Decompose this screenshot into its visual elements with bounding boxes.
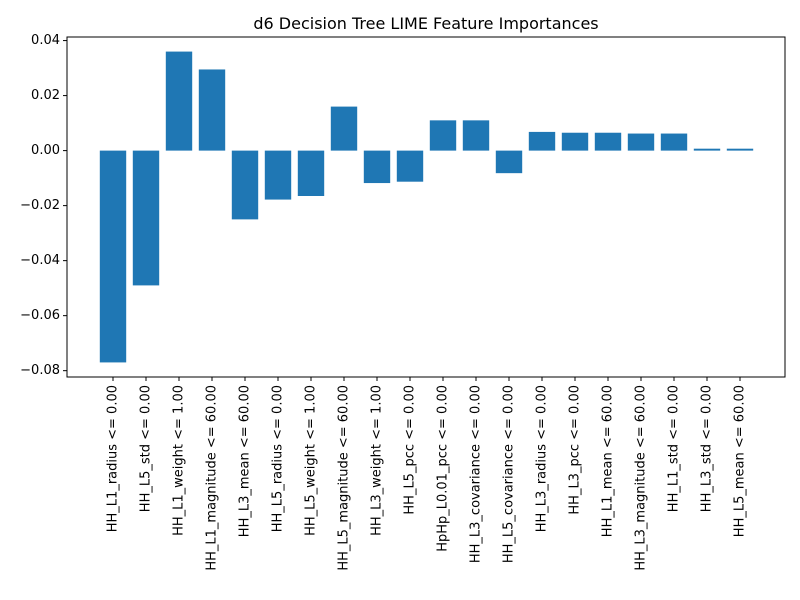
bar: [660, 133, 688, 151]
plot-frame: [66, 36, 786, 378]
bar: [396, 150, 424, 182]
x-tick-label: HH_L5_magnitude <= 60.00: [337, 385, 352, 571]
bar: [330, 106, 358, 151]
y-axis: 0.04 0.02 0.00 −0.02 −0.04 −0.06 −0.08: [20, 33, 67, 378]
x-tick-label: HH_L3_magnitude <= 60.00: [634, 385, 649, 571]
x-tick-label: HH_L1_weight <= 1.00: [172, 385, 187, 536]
x-tick-label: HH_L3_pcc <= 0.00: [568, 385, 583, 515]
x-tick-label: HH_L3_weight <= 1.00: [370, 385, 385, 536]
y-tick-label: 0.04: [31, 33, 60, 48]
x-tick-label: HH_L5_mean <= 60.00: [733, 385, 748, 537]
bar: [264, 150, 292, 200]
bar: [627, 133, 655, 151]
x-tick-label: HH_L1_radius <= 0.00: [106, 385, 121, 532]
bar: [429, 120, 457, 151]
bar: [495, 150, 523, 174]
bar: [726, 148, 754, 151]
x-tick-label: HH_L3_std <= 0.00: [700, 385, 715, 512]
x-tick-label: HpHp_L0.01_pcc <= 0.00: [436, 385, 451, 552]
bar: [198, 69, 226, 151]
x-tick-label: HH_L1_std <= 0.00: [667, 385, 682, 512]
y-tick-label: 0.02: [31, 88, 60, 103]
bar: [528, 131, 556, 151]
y-tick-label: −0.02: [20, 198, 60, 213]
bar: [132, 150, 160, 286]
chart-title: d6 Decision Tree LIME Feature Importance…: [253, 14, 598, 33]
x-tick-label: HH_L3_mean <= 60.00: [238, 385, 253, 537]
bar: [297, 150, 325, 196]
bar: [99, 150, 127, 363]
y-tick-label: −0.04: [20, 253, 60, 268]
x-tick-label: HH_L5_radius <= 0.00: [271, 385, 286, 532]
x-tick-label: HH_L5_std <= 0.00: [139, 385, 154, 512]
bar: [165, 51, 193, 151]
bar: [363, 150, 391, 184]
bar: [561, 132, 589, 151]
x-tick-label: HH_L5_pcc <= 0.00: [403, 385, 418, 515]
x-tick-label: HH_L1_mean <= 60.00: [601, 385, 616, 537]
bar: [231, 150, 259, 220]
y-tick-label: −0.06: [20, 308, 60, 323]
bars: [99, 51, 754, 363]
y-tick-label: 0.00: [31, 143, 60, 158]
x-tick-label: HH_L5_weight <= 1.00: [304, 385, 319, 536]
x-axis: HH_L1_radius <= 0.00 HH_L5_std <= 0.00 HH_…: [106, 377, 748, 571]
bar: [693, 148, 721, 151]
x-tick-label: HH_L3_covariance <= 0.00: [469, 385, 484, 563]
bar: [594, 132, 622, 151]
x-tick-label: HH_L5_covariance <= 0.00: [502, 385, 517, 563]
x-tick-label: HH_L1_magnitude <= 60.00: [205, 385, 220, 571]
bar: [462, 120, 490, 151]
y-tick-label: −0.08: [20, 363, 60, 378]
x-tick-label: HH_L3_radius <= 0.00: [535, 385, 550, 532]
